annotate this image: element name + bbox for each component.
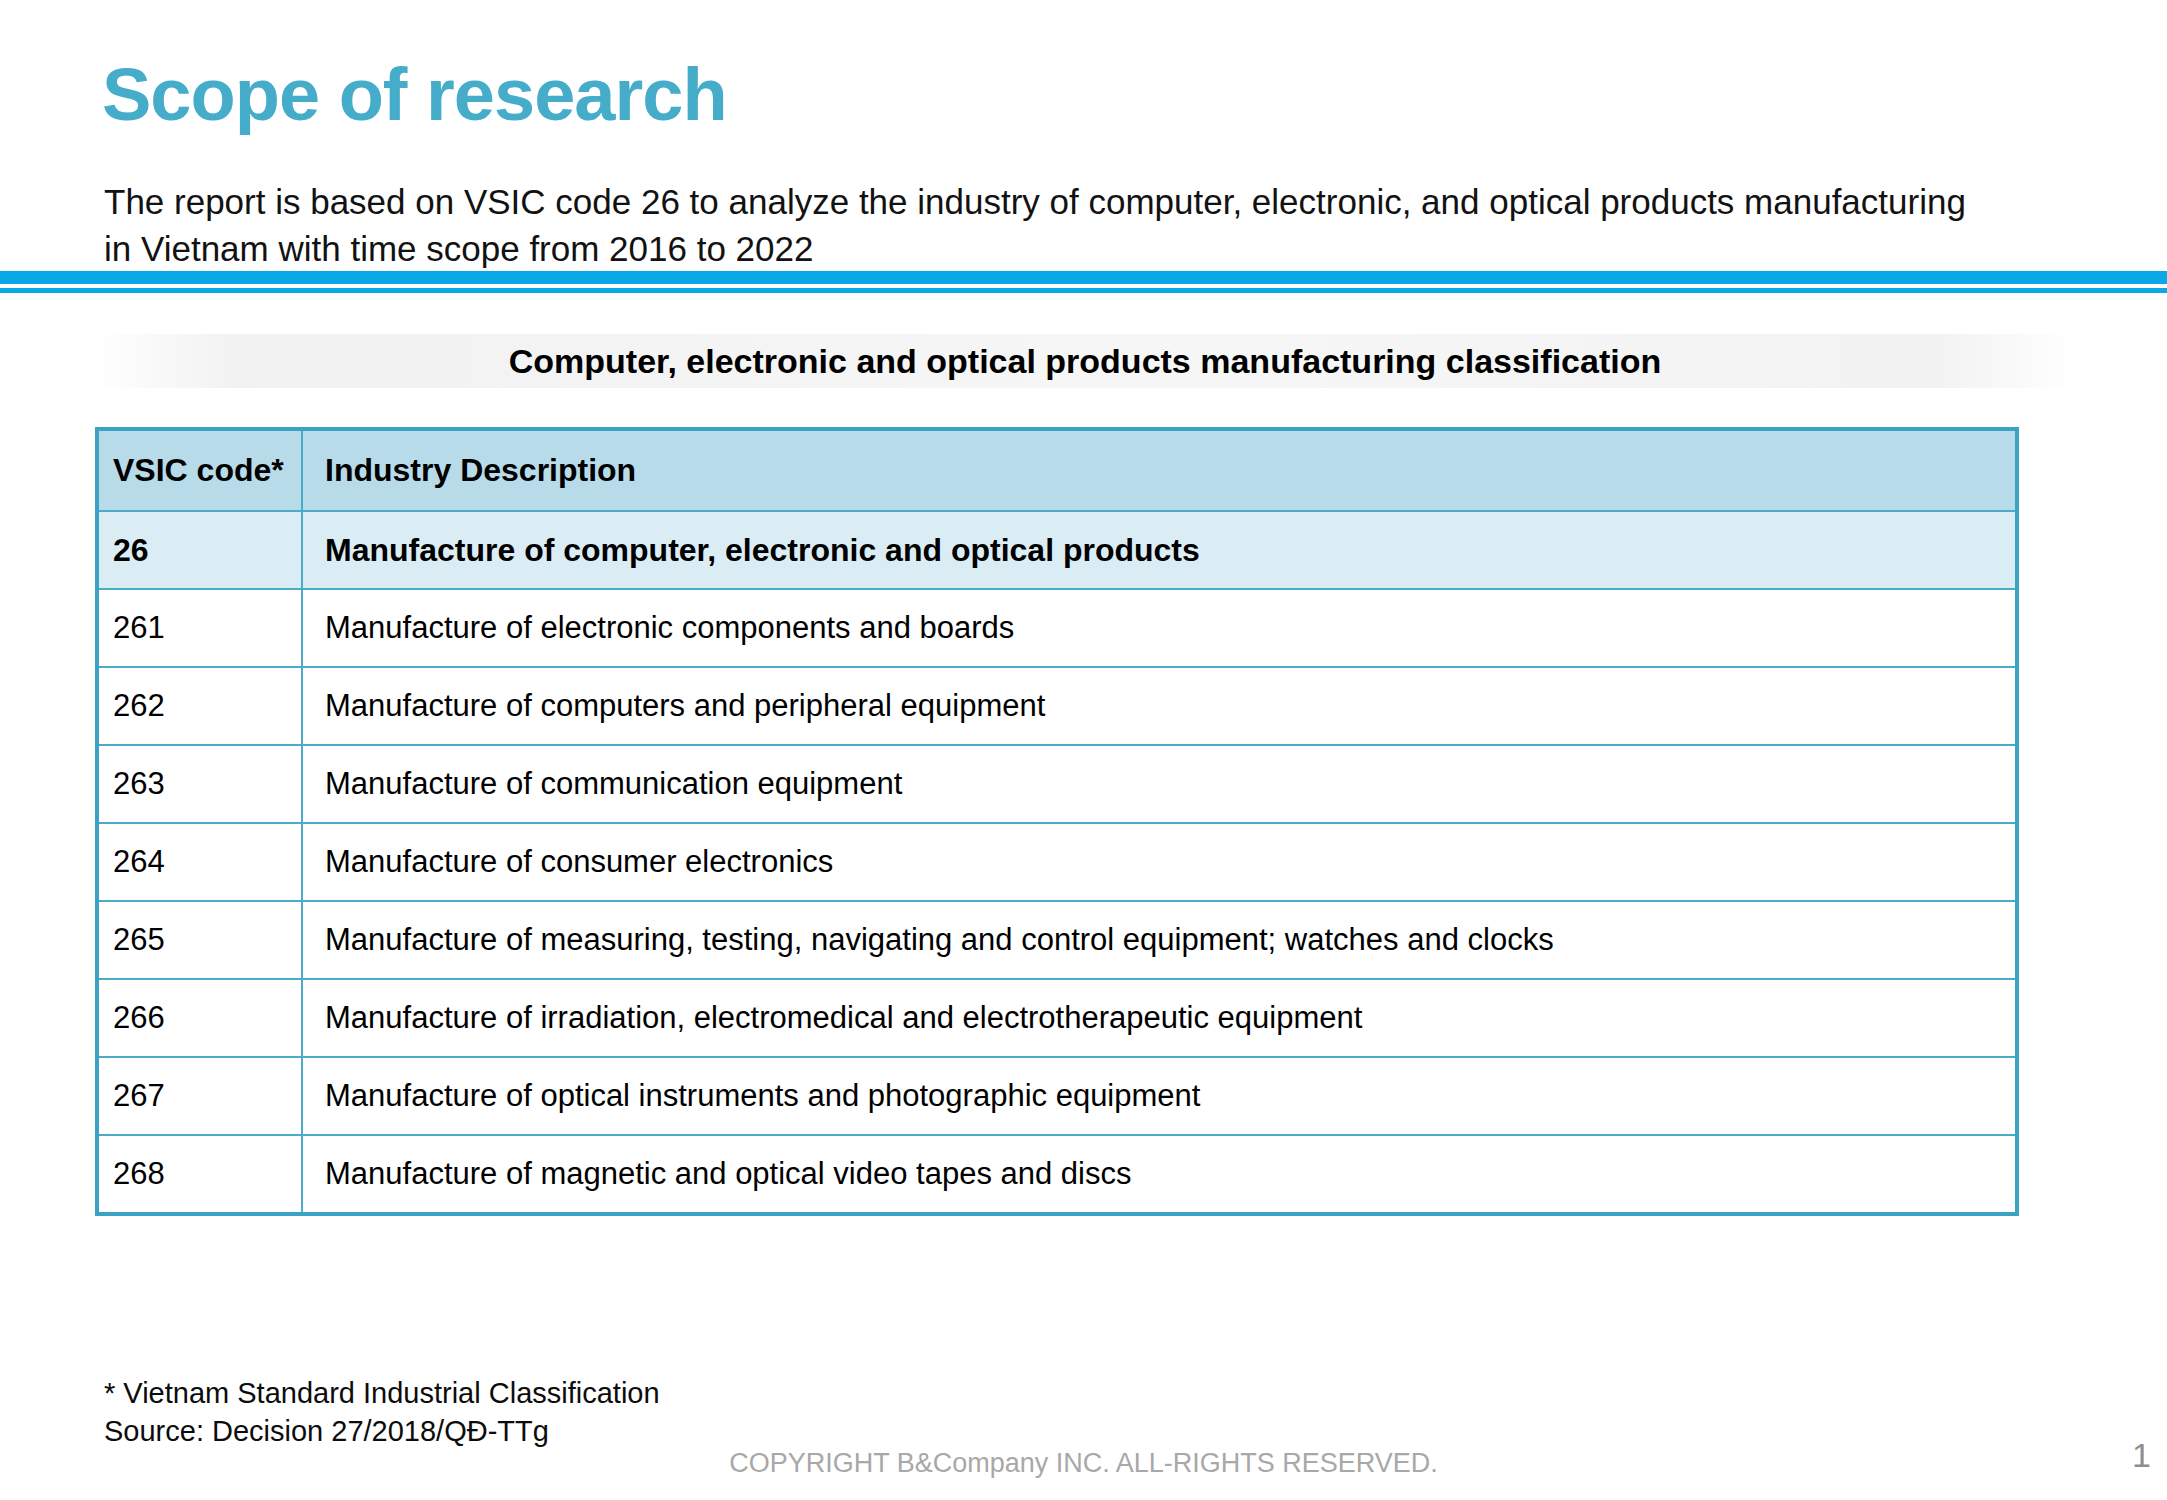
- industry-description-cell: Manufacture of optical instruments and p…: [302, 1057, 2017, 1135]
- vsic-code-cell: 26: [97, 511, 302, 589]
- industry-description-cell: Manufacture of electronic components and…: [302, 589, 2017, 667]
- vsic-code-cell: 263: [97, 745, 302, 823]
- divider-line-thick: [0, 271, 2167, 284]
- table-row: 262 Manufacture of computers and periphe…: [97, 667, 2017, 745]
- table-header-row: VSIC code* Industry Description: [97, 429, 2017, 511]
- vsic-code-cell: 268: [97, 1135, 302, 1214]
- column-header-vsic-code: VSIC code*: [97, 429, 302, 511]
- industry-description-cell: Manufacture of communication equipment: [302, 745, 2017, 823]
- industry-description-cell: Manufacture of measuring, testing, navig…: [302, 901, 2017, 979]
- footnote-asterisk-line: * Vietnam Standard Industrial Classifica…: [104, 1374, 660, 1412]
- vsic-code-cell: 266: [97, 979, 302, 1057]
- footnote-block: * Vietnam Standard Industrial Classifica…: [104, 1374, 660, 1450]
- table-row: 267 Manufacture of optical instruments a…: [97, 1057, 2017, 1135]
- column-header-industry-description: Industry Description: [302, 429, 2017, 511]
- table-row: 264 Manufacture of consumer electronics: [97, 823, 2017, 901]
- slide: Scope of research The report is based on…: [0, 0, 2167, 1500]
- vsic-code-cell: 265: [97, 901, 302, 979]
- classification-table: VSIC code* Industry Description 26 Manuf…: [95, 427, 2019, 1216]
- page-title: Scope of research: [102, 52, 727, 137]
- industry-description-cell: Manufacture of computers and peripheral …: [302, 667, 2017, 745]
- intro-line-1: The report is based on VSIC code 26 to a…: [104, 178, 1966, 225]
- intro-line-2: in Vietnam with time scope from 2016 to …: [104, 225, 1966, 272]
- table-caption-band: Computer, electronic and optical product…: [95, 334, 2075, 388]
- table-row: 263 Manufacture of communication equipme…: [97, 745, 2017, 823]
- table-row: 265 Manufacture of measuring, testing, n…: [97, 901, 2017, 979]
- vsic-code-cell: 267: [97, 1057, 302, 1135]
- table-row: 26 Manufacture of computer, electronic a…: [97, 511, 2017, 589]
- table-caption: Computer, electronic and optical product…: [509, 334, 1661, 388]
- table-row: 266 Manufacture of irradiation, electrom…: [97, 979, 2017, 1057]
- industry-description-cell: Manufacture of irradiation, electromedic…: [302, 979, 2017, 1057]
- divider-line-thin: [0, 288, 2167, 293]
- industry-description-cell: Manufacture of consumer electronics: [302, 823, 2017, 901]
- source-line: Source: Decision 27/2018/QĐ-TTg: [104, 1412, 660, 1450]
- table-row: 261 Manufacture of electronic components…: [97, 589, 2017, 667]
- industry-description-cell: Manufacture of computer, electronic and …: [302, 511, 2017, 589]
- industry-description-cell: Manufacture of magnetic and optical vide…: [302, 1135, 2017, 1214]
- vsic-code-cell: 264: [97, 823, 302, 901]
- copyright-text: COPYRIGHT B&Company INC. ALL-RIGHTS RESE…: [0, 1448, 2167, 1479]
- page-number: 1: [2132, 1436, 2151, 1475]
- intro-text: The report is based on VSIC code 26 to a…: [104, 178, 1966, 272]
- table-row: 268 Manufacture of magnetic and optical …: [97, 1135, 2017, 1214]
- vsic-code-cell: 261: [97, 589, 302, 667]
- vsic-code-cell: 262: [97, 667, 302, 745]
